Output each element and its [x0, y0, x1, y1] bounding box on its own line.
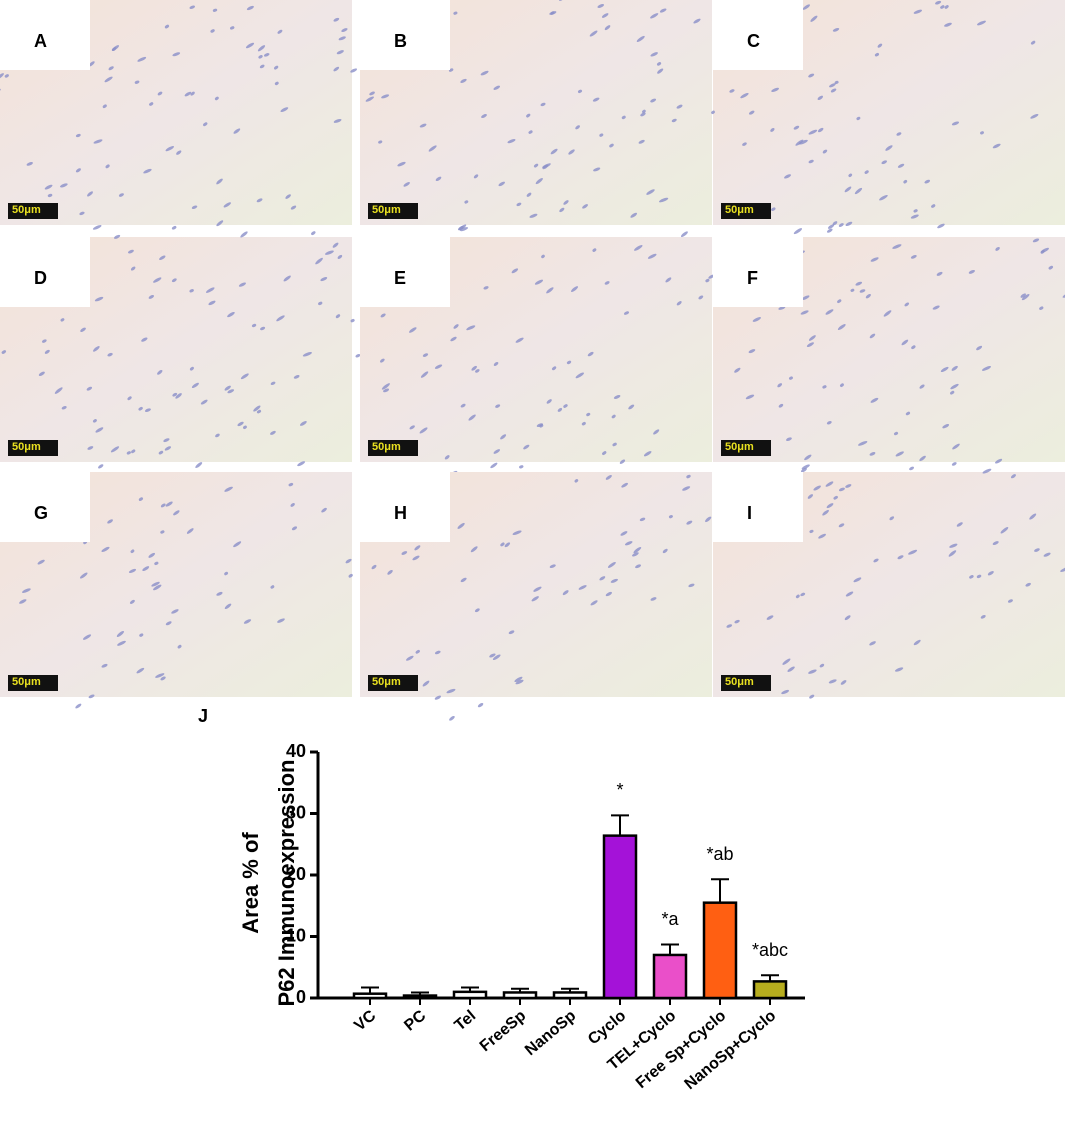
nucleus	[355, 353, 361, 358]
nucleus	[75, 703, 83, 709]
y-tick-label: 20	[286, 864, 306, 884]
scale-bar-label: 50μm	[725, 204, 754, 216]
scale-bar-label: 50μm	[372, 204, 401, 216]
significance-label: *	[616, 780, 623, 800]
nucleus	[490, 462, 499, 469]
x-tick-label: FreeSp	[477, 1007, 530, 1055]
bar	[554, 992, 586, 998]
x-tick-label: NanoSp+Cyclo	[682, 1007, 780, 1093]
x-tick-label: Tel	[452, 1007, 480, 1034]
bar	[354, 994, 386, 998]
nucleus	[97, 463, 104, 469]
panel-label: I	[747, 503, 752, 523]
scale-bar-label: 50μm	[725, 441, 754, 453]
significance-label: *a	[661, 909, 679, 929]
label-box	[713, 237, 803, 307]
panel-label: F	[747, 268, 758, 288]
panel-label: E	[394, 268, 406, 288]
panel-label: G	[34, 503, 48, 523]
scale-bar-label: 50μm	[372, 676, 401, 688]
nucleus	[680, 230, 689, 238]
scale-bar-label: 50μm	[12, 204, 41, 216]
scale-bar-label: 50μm	[372, 441, 401, 453]
x-tick-label: NanoSp	[522, 1007, 579, 1059]
bar	[404, 996, 436, 998]
significance-label: *ab	[706, 844, 733, 864]
nucleus	[909, 466, 915, 471]
nucleus	[477, 702, 484, 708]
scale-bar-label: 50μm	[12, 676, 41, 688]
nucleus	[194, 461, 203, 469]
nucleus	[448, 715, 455, 721]
x-tick-label: VC	[351, 1007, 379, 1035]
panel-label: H	[394, 503, 407, 523]
nucleus	[171, 225, 177, 230]
bar	[504, 992, 536, 998]
scale-bar-label: 50μm	[12, 441, 41, 453]
bar	[604, 836, 636, 998]
panel-label: B	[394, 31, 407, 51]
y-tick-label: 30	[286, 802, 306, 822]
y-tick-label: 0	[296, 987, 306, 1007]
significance-label: *abc	[752, 940, 788, 960]
bar	[654, 955, 686, 998]
nucleus	[519, 465, 524, 469]
panel-label: A	[34, 31, 47, 51]
bar	[754, 981, 786, 998]
nucleus	[951, 461, 957, 466]
x-tick-label: PC	[401, 1007, 429, 1035]
chart-panel-label: J	[198, 706, 208, 726]
y-tick-label: 40	[286, 741, 306, 761]
x-tick-label: Cyclo	[585, 1007, 629, 1048]
bar	[704, 903, 736, 998]
nucleus	[92, 224, 102, 230]
nucleus	[793, 227, 803, 235]
y-tick-label: 10	[286, 925, 306, 945]
bar	[454, 992, 486, 998]
label-box	[713, 472, 803, 542]
scale-bar-label: 50μm	[725, 676, 754, 688]
nucleus	[310, 230, 316, 235]
panel-label: D	[34, 268, 47, 288]
y-axis-label: Area % of	[238, 832, 263, 934]
panel-label: C	[747, 31, 760, 51]
